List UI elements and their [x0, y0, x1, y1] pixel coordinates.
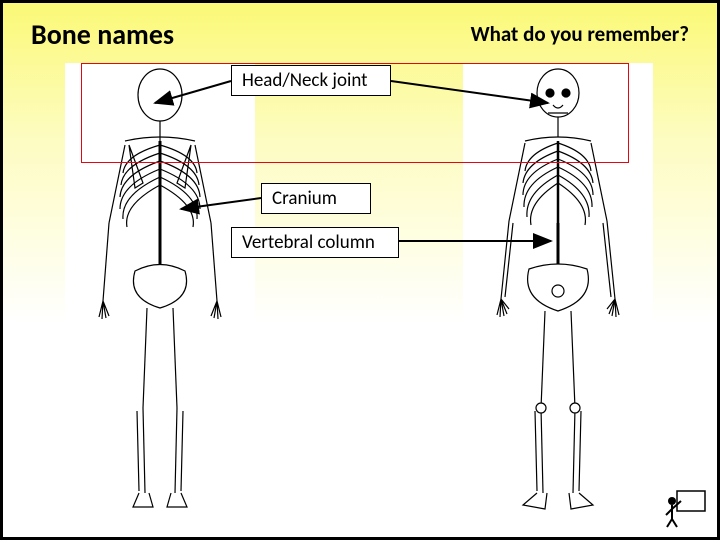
title-left: Bone names [31, 17, 174, 52]
label-vertebral-column: Vertebral column [231, 227, 399, 258]
slide: Bone names What do you remember? [0, 0, 720, 540]
title-right: What do you remember? [471, 21, 689, 47]
label-cranium: Cranium [261, 183, 371, 214]
presenter-icon [663, 489, 707, 529]
label-head-neck-joint: Head/Neck joint [231, 65, 391, 96]
